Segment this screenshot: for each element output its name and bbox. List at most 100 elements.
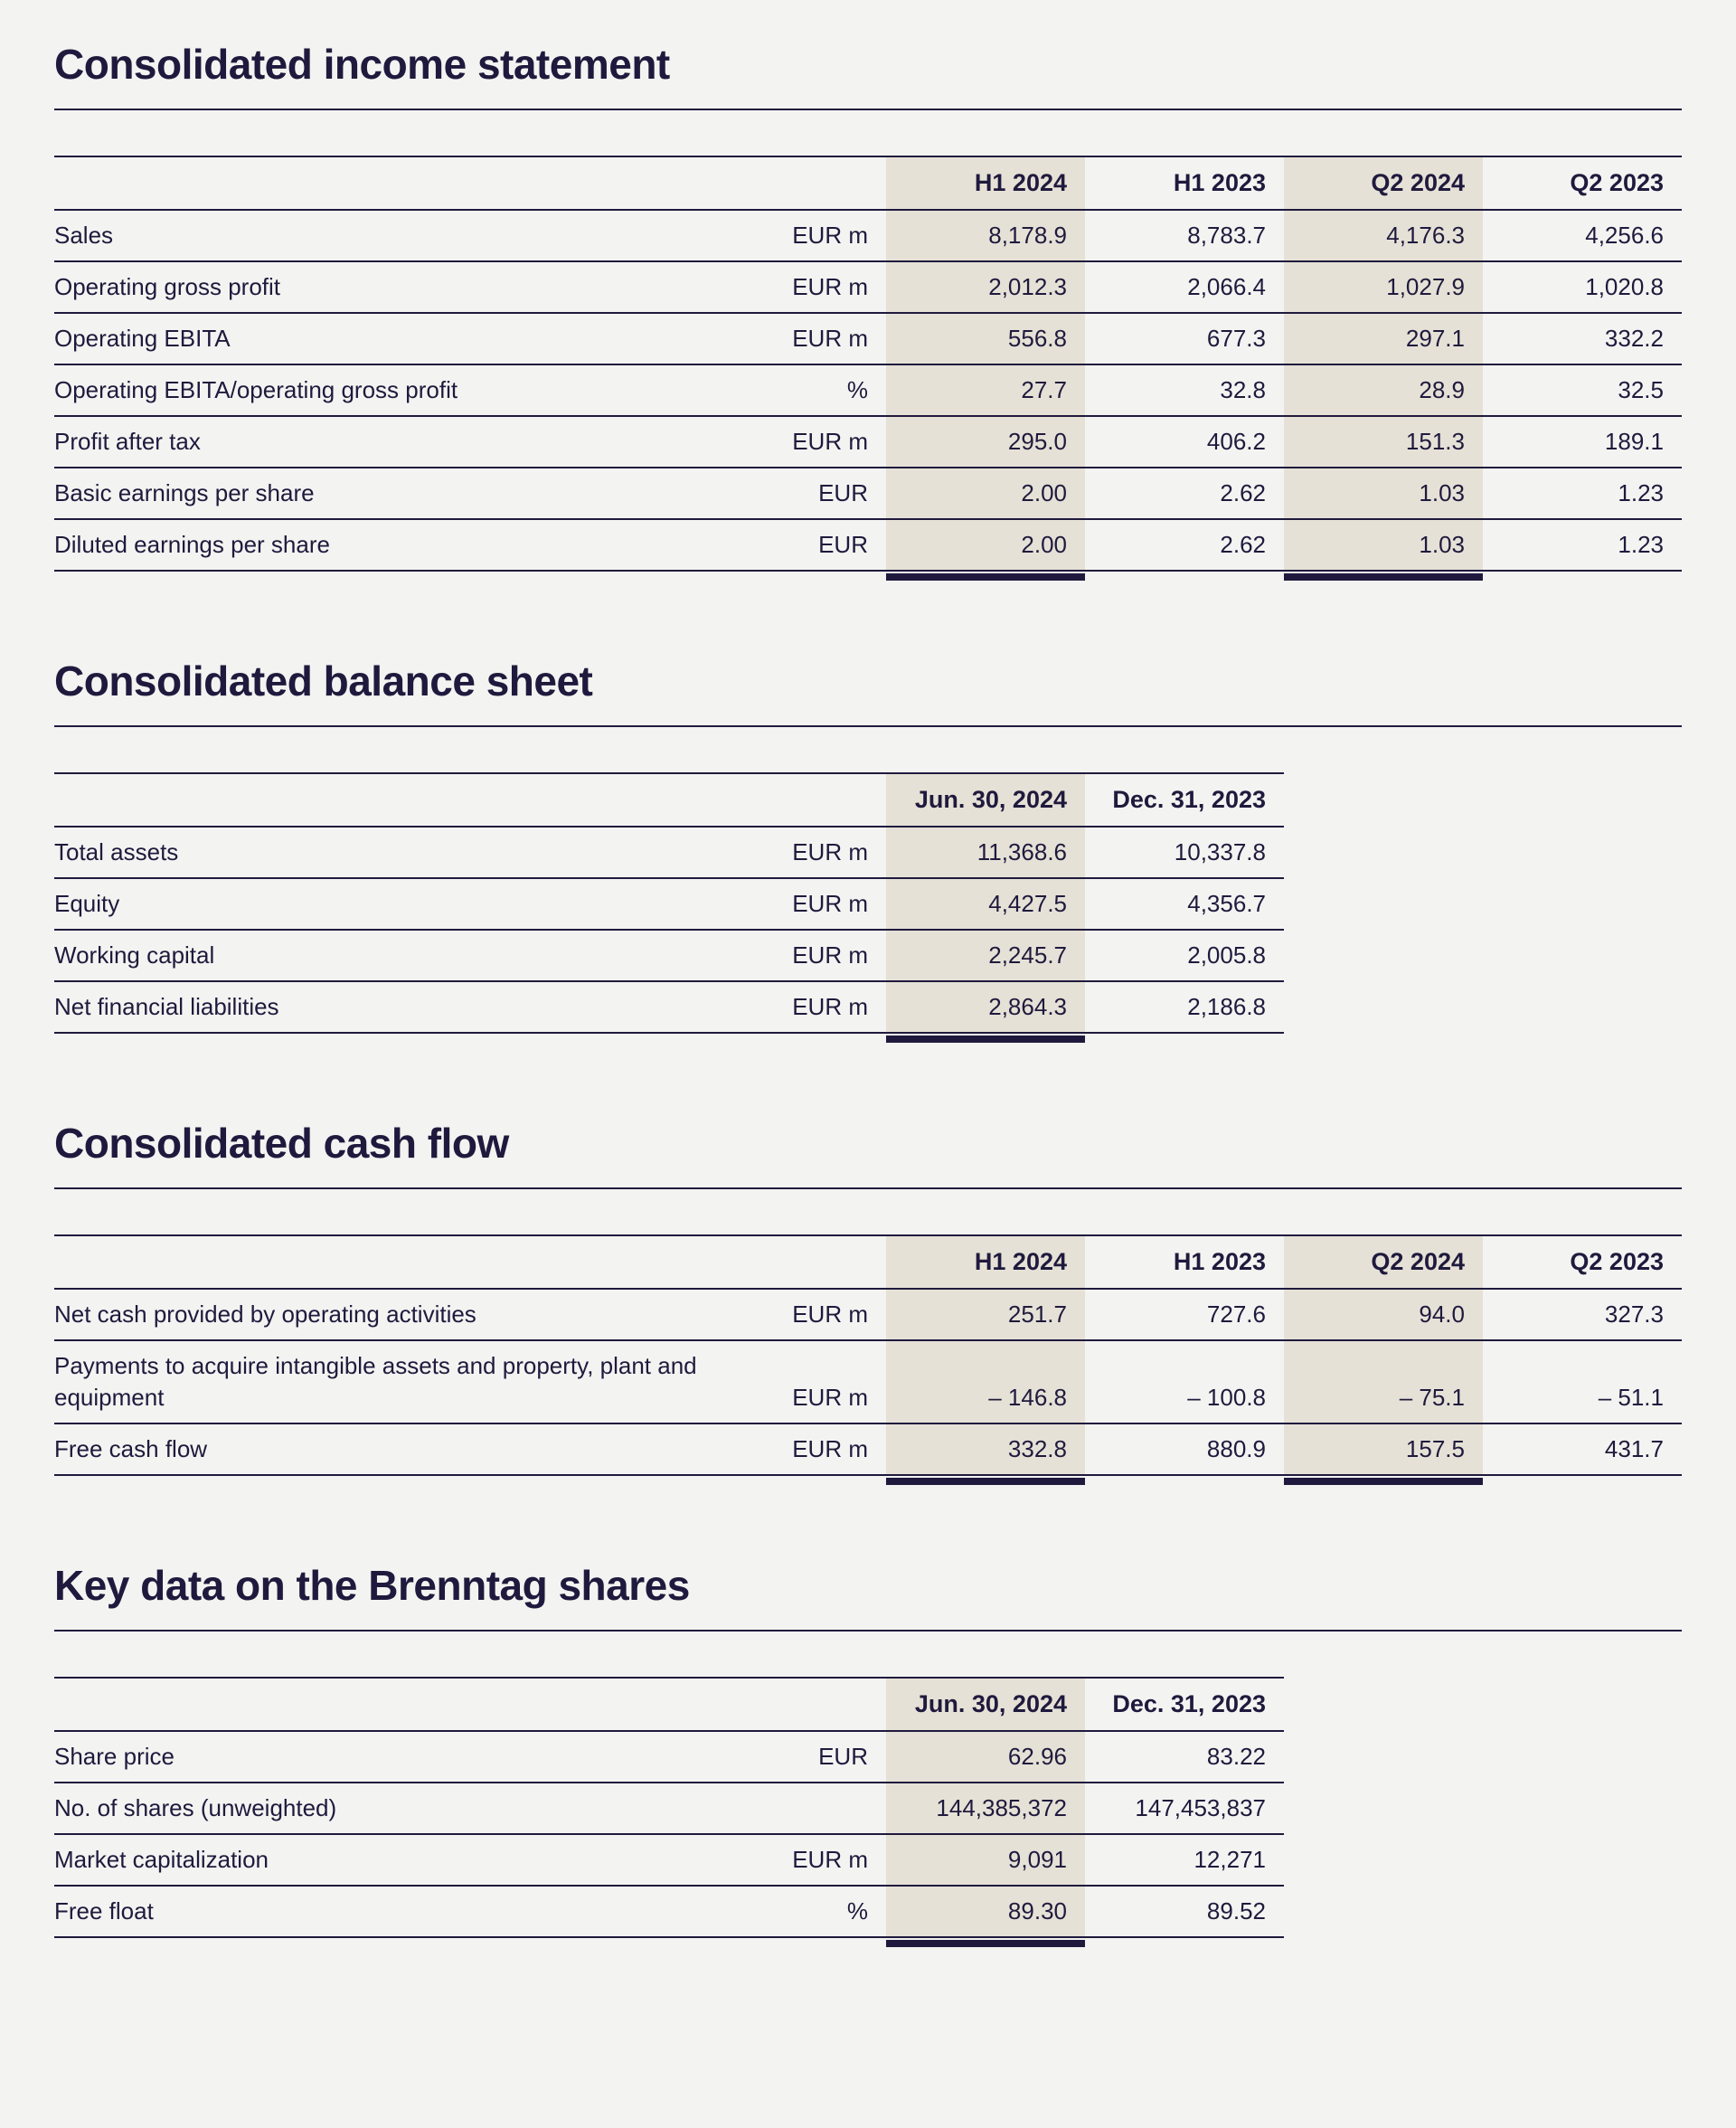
- row-unit: EUR m: [760, 313, 886, 364]
- cell-value: 157.5: [1284, 1423, 1483, 1475]
- cell-value: 727.6: [1085, 1289, 1284, 1340]
- column-header: H1 2024: [886, 1235, 1085, 1288]
- column-underbar: [1284, 573, 1483, 581]
- table-header-row: H1 2024H1 2023Q2 2024Q2 2023: [54, 156, 1682, 209]
- cell-value: 2.00: [886, 519, 1085, 571]
- cell-value: 4,356.7: [1085, 878, 1284, 930]
- row-label: Free float: [54, 1886, 760, 1937]
- cell-value: 880.9: [1085, 1423, 1284, 1475]
- cell-value: 332.2: [1483, 313, 1682, 364]
- cell-value: 2,864.3: [886, 981, 1085, 1033]
- row-label: Operating EBITA/operating gross profit: [54, 364, 760, 416]
- column-underbar: [886, 573, 1085, 581]
- section-title: Consolidated balance sheet: [54, 653, 1682, 709]
- column-underbar: [886, 1036, 1085, 1043]
- financial-table: H1 2024H1 2023Q2 2024Q2 2023Net cash pro…: [54, 1234, 1682, 1476]
- column-underbar: [886, 1940, 1085, 1947]
- row-label: Diluted earnings per share: [54, 519, 760, 571]
- cell-value: 431.7: [1483, 1423, 1682, 1475]
- row-unit: %: [760, 364, 886, 416]
- row-unit: EUR: [760, 1731, 886, 1783]
- cell-value: 27.7: [886, 364, 1085, 416]
- cell-value: 9,091: [886, 1834, 1085, 1886]
- column-header: H1 2023: [1085, 1235, 1284, 1288]
- cell-value: 297.1: [1284, 313, 1483, 364]
- cell-value: 2,005.8: [1085, 930, 1284, 981]
- filler: [1284, 827, 1682, 878]
- cell-value: 556.8: [886, 313, 1085, 364]
- cell-value: 8,178.9: [886, 210, 1085, 261]
- filler: [1284, 1886, 1682, 1937]
- row-unit: EUR m: [760, 878, 886, 930]
- cell-value: 8,783.7: [1085, 210, 1284, 261]
- cell-value: 2,245.7: [886, 930, 1085, 981]
- cell-value: 1,020.8: [1483, 261, 1682, 313]
- cell-value: 2,066.4: [1085, 261, 1284, 313]
- cell-value: – 100.8: [1085, 1340, 1284, 1423]
- row-label: Operating gross profit: [54, 261, 760, 313]
- table-row: Operating EBITAEUR m556.8677.3297.1332.2: [54, 313, 1682, 364]
- cell-value: – 75.1: [1284, 1340, 1483, 1423]
- table-row: Net financial liabilitiesEUR m2,864.32,1…: [54, 981, 1682, 1033]
- row-unit: %: [760, 1886, 886, 1937]
- row-label: Total assets: [54, 827, 760, 878]
- row-label: Basic earnings per share: [54, 468, 760, 519]
- financial-table: Jun. 30, 2024Dec. 31, 2023Share priceEUR…: [54, 1677, 1682, 1938]
- cell-value: 1.03: [1284, 468, 1483, 519]
- cell-value: 89.52: [1085, 1886, 1284, 1937]
- cell-value: 12,271: [1085, 1834, 1284, 1886]
- row-unit: EUR m: [760, 827, 886, 878]
- cell-value: 144,385,372: [886, 1783, 1085, 1834]
- section-title: Consolidated cash flow: [54, 1115, 1682, 1171]
- cell-value: 94.0: [1284, 1289, 1483, 1340]
- row-label: Sales: [54, 210, 760, 261]
- header-blank-unit: [760, 156, 886, 209]
- table-header-row: H1 2024H1 2023Q2 2024Q2 2023: [54, 1235, 1682, 1288]
- filler: [1284, 878, 1682, 930]
- table-row: EquityEUR m4,427.54,356.7: [54, 878, 1682, 930]
- title-rule: [54, 725, 1682, 727]
- table-row: No. of shares (unweighted) 144,385,372147…: [54, 1783, 1682, 1834]
- cell-value: 2.00: [886, 468, 1085, 519]
- section-shares: Key data on the Brenntag sharesJun. 30, …: [54, 1557, 1682, 1938]
- cell-value: 4,427.5: [886, 878, 1085, 930]
- row-unit: EUR m: [760, 261, 886, 313]
- row-label: Payments to acquire intangible assets an…: [54, 1340, 760, 1423]
- table-row: Diluted earnings per shareEUR2.002.621.0…: [54, 519, 1682, 571]
- title-rule: [54, 1187, 1682, 1189]
- row-label: Profit after tax: [54, 416, 760, 468]
- header-blank-unit: [760, 1678, 886, 1730]
- cell-value: 147,453,837: [1085, 1783, 1284, 1834]
- row-unit: EUR m: [760, 1834, 886, 1886]
- title-rule: [54, 109, 1682, 110]
- column-header: Jun. 30, 2024: [886, 1678, 1085, 1730]
- table-row: Total assetsEUR m11,368.610,337.8: [54, 827, 1682, 878]
- table-row: Free cash flowEUR m332.8880.9157.5431.7: [54, 1423, 1682, 1475]
- cell-value: 327.3: [1483, 1289, 1682, 1340]
- cell-value: 28.9: [1284, 364, 1483, 416]
- filler: [1284, 773, 1682, 826]
- title-rule: [54, 1630, 1682, 1631]
- table-row: Profit after taxEUR m295.0406.2151.3189.…: [54, 416, 1682, 468]
- filler: [1284, 930, 1682, 981]
- cell-value: 1.23: [1483, 519, 1682, 571]
- cell-value: 677.3: [1085, 313, 1284, 364]
- table-row: Basic earnings per shareEUR2.002.621.031…: [54, 468, 1682, 519]
- section-cashflow: Consolidated cash flow H1 2024H1 2023Q2 2…: [54, 1115, 1682, 1476]
- row-unit: EUR m: [760, 1289, 886, 1340]
- row-label: No. of shares (unweighted): [54, 1783, 760, 1834]
- cell-value: 295.0: [886, 416, 1085, 468]
- cell-value: 32.5: [1483, 364, 1682, 416]
- table-row: Operating EBITA/operating gross profit%2…: [54, 364, 1682, 416]
- header-blank-label: [54, 1235, 760, 1288]
- cell-value: 151.3: [1284, 416, 1483, 468]
- row-label: Net financial liabilities: [54, 981, 760, 1033]
- table-row: Working capitalEUR m2,245.72,005.8: [54, 930, 1682, 981]
- column-underbar: [886, 1478, 1085, 1485]
- header-blank-label: [54, 773, 760, 826]
- filler: [1284, 1678, 1682, 1730]
- table-row: Market capitalizationEUR m9,09112,271: [54, 1834, 1682, 1886]
- header-blank-unit: [760, 1235, 886, 1288]
- header-blank-label: [54, 1678, 760, 1730]
- column-header: Q2 2024: [1284, 156, 1483, 209]
